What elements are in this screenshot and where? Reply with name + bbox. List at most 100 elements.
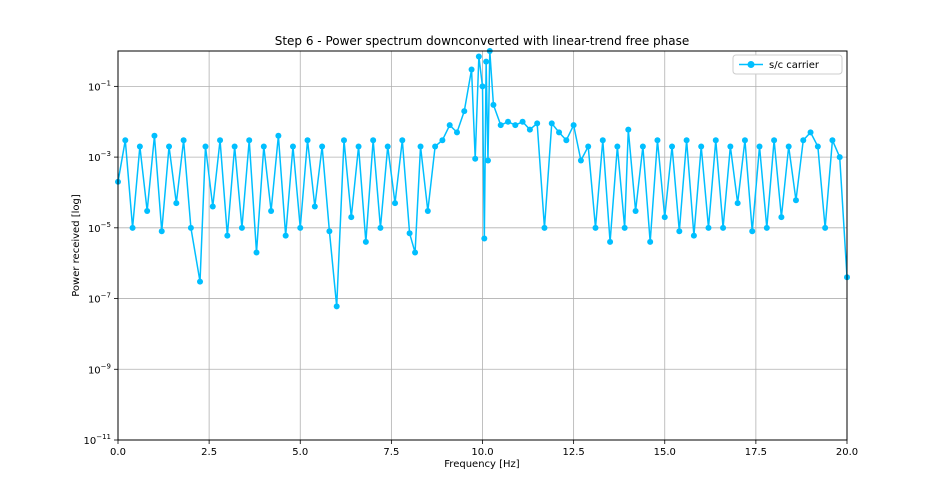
data-point bbox=[519, 118, 526, 125]
data-point bbox=[187, 224, 194, 231]
legend-box bbox=[732, 54, 843, 75]
data-point bbox=[698, 143, 705, 150]
data-point bbox=[577, 157, 584, 164]
data-point bbox=[556, 129, 563, 136]
data-point bbox=[548, 120, 555, 127]
data-point bbox=[541, 224, 548, 231]
legend: s/c carrier bbox=[732, 54, 843, 75]
data-point bbox=[158, 228, 165, 235]
data-point bbox=[151, 132, 158, 139]
data-point bbox=[741, 137, 748, 144]
data-point bbox=[231, 143, 238, 150]
data-point bbox=[727, 143, 734, 150]
data-point bbox=[461, 108, 468, 115]
y-tick-label: 10−3 bbox=[88, 150, 111, 164]
y-tick-label: 10−5 bbox=[88, 221, 111, 235]
data-point bbox=[785, 143, 792, 150]
data-point bbox=[592, 224, 599, 231]
data-point bbox=[814, 143, 821, 150]
data-point bbox=[800, 137, 807, 144]
data-point bbox=[836, 154, 843, 161]
data-point bbox=[180, 137, 187, 144]
data-point bbox=[712, 137, 719, 144]
data-point bbox=[829, 137, 836, 144]
data-point bbox=[599, 137, 606, 144]
data-point bbox=[424, 207, 431, 214]
data-point bbox=[490, 101, 497, 108]
data-point bbox=[669, 143, 676, 150]
data-point bbox=[282, 232, 289, 239]
x-tick-label: 20.0 bbox=[836, 447, 858, 458]
data-point bbox=[771, 137, 778, 144]
data-point bbox=[129, 224, 136, 231]
data-point bbox=[399, 137, 406, 144]
data-point bbox=[136, 143, 143, 150]
data-point bbox=[683, 137, 690, 144]
data-point bbox=[614, 143, 621, 150]
data-point bbox=[756, 143, 763, 150]
data-point bbox=[392, 200, 399, 207]
x-tick-label: 5.0 bbox=[292, 447, 308, 458]
data-point bbox=[355, 143, 362, 150]
data-point bbox=[197, 278, 204, 285]
legend-label: s/c carrier bbox=[769, 60, 820, 71]
x-tick-label: 2.5 bbox=[201, 447, 217, 458]
x-tick-label: 12.5 bbox=[562, 447, 584, 458]
data-point bbox=[479, 83, 486, 90]
data-point bbox=[468, 66, 475, 73]
data-point bbox=[209, 203, 216, 210]
data-point bbox=[202, 143, 209, 150]
data-point bbox=[705, 224, 712, 231]
data-point bbox=[311, 203, 318, 210]
data-point bbox=[647, 238, 654, 245]
x-tick-label: 17.5 bbox=[745, 447, 767, 458]
data-point bbox=[333, 303, 340, 310]
data-point bbox=[166, 143, 173, 150]
data-point bbox=[807, 129, 814, 136]
data-point bbox=[621, 224, 628, 231]
data-point bbox=[505, 118, 512, 125]
data-point bbox=[778, 214, 785, 221]
data-point bbox=[822, 224, 829, 231]
data-point bbox=[173, 200, 180, 207]
data-point bbox=[260, 143, 267, 150]
data-point bbox=[297, 224, 304, 231]
y-axis: 10−1 10−3 10−5 10−7 10−9 10−11 bbox=[83, 79, 118, 447]
data-point bbox=[432, 143, 439, 150]
data-point bbox=[439, 137, 446, 144]
series-layer bbox=[115, 48, 850, 310]
series-0 bbox=[115, 48, 850, 310]
data-point bbox=[417, 143, 424, 150]
data-point bbox=[720, 224, 727, 231]
data-point bbox=[632, 207, 639, 214]
data-point bbox=[326, 228, 333, 235]
data-point bbox=[377, 224, 384, 231]
data-point bbox=[481, 235, 488, 242]
legend-marker bbox=[747, 61, 755, 68]
x-tick-label: 15.0 bbox=[654, 447, 676, 458]
data-point bbox=[475, 53, 482, 60]
data-point bbox=[497, 122, 504, 129]
data-point bbox=[348, 214, 355, 221]
data-point bbox=[217, 137, 224, 144]
data-point bbox=[639, 143, 646, 150]
x-axis: 0.0 2.5 5.0 7.5 10.0 12.5 15.0 17.5 20.0 bbox=[110, 440, 858, 458]
data-point bbox=[625, 126, 632, 133]
data-point bbox=[749, 228, 756, 235]
data-point bbox=[412, 249, 419, 256]
data-point bbox=[453, 129, 460, 136]
data-point bbox=[362, 238, 369, 245]
data-point bbox=[654, 137, 661, 144]
data-point bbox=[246, 137, 253, 144]
data-point bbox=[534, 120, 541, 127]
data-point bbox=[144, 207, 151, 214]
data-point bbox=[304, 137, 311, 144]
data-point bbox=[370, 137, 377, 144]
data-point bbox=[484, 157, 491, 164]
data-point bbox=[289, 143, 296, 150]
y-tick-label: 10−1 bbox=[88, 79, 111, 93]
chart-title: Step 6 - Power spectrum downconverted wi… bbox=[275, 34, 690, 48]
y-tick-label: 10−9 bbox=[88, 362, 111, 376]
data-point bbox=[570, 122, 577, 129]
data-point bbox=[472, 155, 479, 162]
